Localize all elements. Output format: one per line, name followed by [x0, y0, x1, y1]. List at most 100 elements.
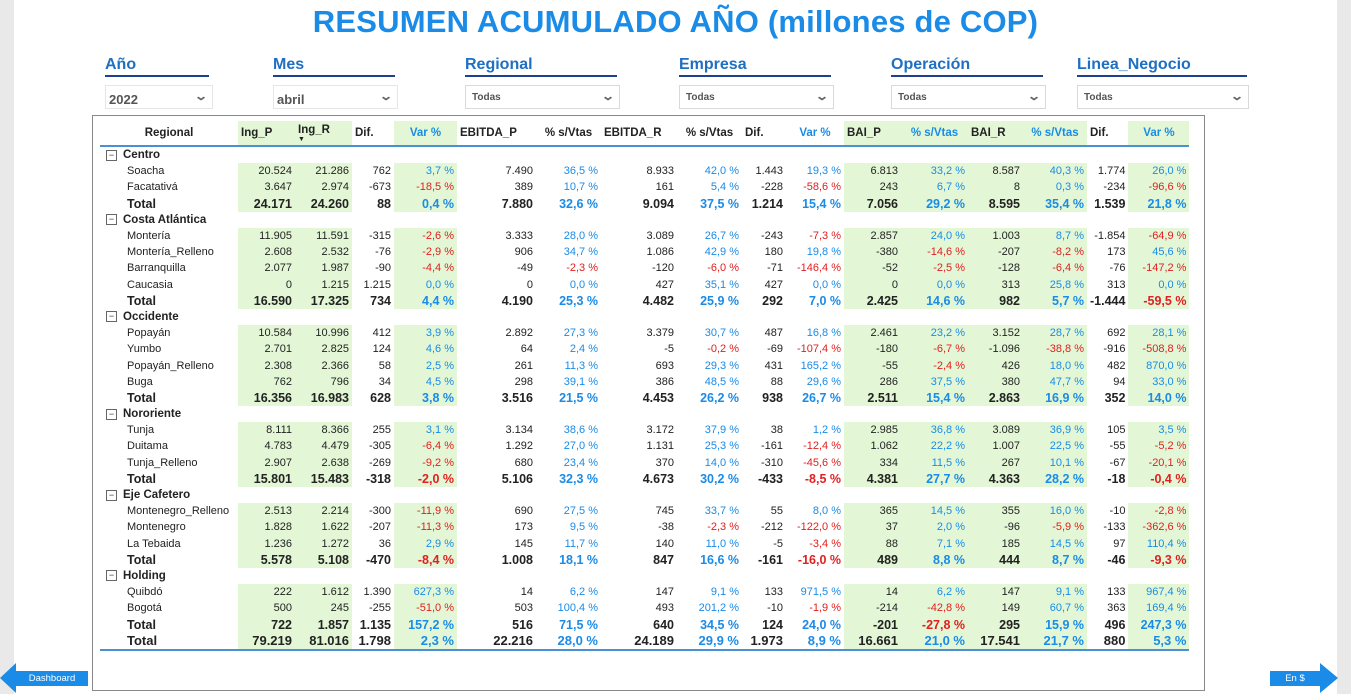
value-cell: 24,0 %	[901, 227, 968, 245]
table-row: Duitama 4.783 4.479 -305 -6,4 % 1.292 27,0 % 1.…	[100, 438, 1190, 455]
value-cell: 26,2 %	[700, 390, 739, 405]
value-cell: 3,9 %	[394, 325, 457, 342]
value-cell: 255	[372, 424, 391, 437]
column-header[interactable]: Ing_R ▼	[295, 121, 352, 147]
value-cell: 36	[378, 537, 391, 550]
value-cell: 295	[968, 616, 1023, 633]
value-cell: 2.308	[238, 357, 295, 374]
empty-cell	[536, 211, 601, 228]
value-cell: -5	[773, 537, 783, 550]
slicer-month-dropdown[interactable]: abril ⌄	[273, 85, 398, 109]
value-cell: 906	[514, 246, 533, 259]
value-cell: 28,0 %	[563, 230, 598, 243]
collapse-icon[interactable]: −	[106, 570, 117, 582]
column-header[interactable]: EBITDA_P	[457, 121, 536, 147]
empty-cell	[352, 486, 394, 504]
value-cell: 6,2 %	[901, 584, 968, 601]
value-cell: 0	[238, 276, 295, 293]
value-cell: -45,6 %	[803, 456, 841, 469]
column-header[interactable]: BAI_R	[968, 121, 1023, 147]
row-label: Duitama	[127, 440, 168, 453]
value-cell: 762	[238, 373, 295, 390]
value-cell: 14	[844, 584, 901, 601]
value-cell: -228	[760, 181, 783, 194]
chevron-down-icon: ⌄	[1026, 89, 1042, 103]
value-cell: -380	[844, 244, 901, 261]
value-cell: 2.985	[844, 422, 901, 439]
value-cell: 2.638	[295, 454, 352, 471]
table-row: Montenegro_Relleno 2.513 2.214 -300 -11,9 % 6…	[100, 503, 1190, 520]
column-header[interactable]: BAI_P	[844, 121, 901, 147]
results-table: Regional Ing_P Ing_R ▼ Dif. Var % EBITDA_P% s/…	[100, 121, 1190, 651]
value-cell: 24,0 %	[802, 617, 841, 632]
subtotal-row: Total 722 1.857 1.135 157,2 % 516 71,5 % 640 34,…	[100, 616, 1190, 633]
table-row: Quibdó 222 1.612 1.390 627,3 % 14 6,2 % 147 9,1 …	[100, 584, 1190, 601]
value-cell: 16,6 %	[700, 552, 739, 567]
dashboard-nav-button[interactable]: Dashboard	[0, 663, 90, 693]
empty-cell	[1023, 211, 1087, 228]
value-cell: 1.774	[1097, 165, 1126, 178]
column-header[interactable]: EBITDA_R	[601, 121, 677, 147]
column-header[interactable]: % s/Vtas	[1023, 121, 1087, 147]
value-cell: 36,8 %	[901, 422, 968, 439]
value-cell: 11,5 %	[901, 454, 968, 471]
slicer-operacion-dropdown[interactable]: Todas ⌄	[891, 85, 1046, 109]
collapse-icon[interactable]: −	[106, 149, 117, 161]
empty-cell	[1023, 146, 1087, 164]
row-label: Soacha	[127, 165, 165, 178]
value-cell: 8.111	[238, 422, 295, 439]
value-cell: 2.974	[295, 179, 352, 196]
value-cell: -64,9 %	[1128, 227, 1190, 245]
value-cell: 292	[762, 293, 783, 308]
value-cell: 363	[1107, 602, 1126, 615]
column-header[interactable]: Dif.	[742, 121, 786, 147]
value-cell: 88	[770, 375, 783, 388]
collapse-icon[interactable]: −	[106, 489, 117, 501]
empty-cell	[238, 567, 295, 585]
en-pesos-nav-button[interactable]: En $	[1270, 663, 1340, 693]
column-header[interactable]: Ing_P	[238, 121, 295, 147]
value-cell: 1.007	[968, 438, 1023, 455]
value-cell: 20.524	[238, 163, 295, 180]
slicer-year-dropdown[interactable]: 2022 ⌄	[105, 85, 213, 109]
column-header[interactable]: Var %	[786, 121, 844, 147]
value-cell: 3,1 %	[394, 422, 457, 439]
column-header[interactable]: Var %	[1128, 121, 1190, 147]
value-cell: 71,5 %	[559, 617, 598, 632]
value-cell: 0,0 %	[394, 276, 457, 293]
slicer-empresa-dropdown[interactable]: Todas ⌄	[679, 85, 834, 109]
value-cell: -2,6 %	[394, 227, 457, 245]
value-cell: 286	[844, 373, 901, 390]
empty-cell	[295, 308, 352, 326]
slicer-regional-dropdown[interactable]: Todas ⌄	[465, 85, 620, 109]
value-cell: 16,0 %	[1023, 503, 1087, 520]
collapse-icon[interactable]: −	[106, 214, 117, 226]
value-cell: -0,4 %	[1128, 470, 1190, 487]
value-cell: -0,2 %	[707, 343, 739, 356]
value-cell: 427	[655, 278, 674, 291]
column-header[interactable]: Dif.	[352, 121, 394, 147]
collapse-icon[interactable]: −	[106, 408, 117, 420]
empty-cell	[352, 567, 394, 585]
value-cell: -96,6 %	[1128, 179, 1190, 196]
column-header[interactable]: Dif.	[1087, 121, 1129, 147]
group-label: Holding	[123, 569, 166, 582]
value-cell: 389	[514, 181, 533, 194]
value-cell: 19,8 %	[806, 246, 841, 259]
slicer-linea-negocio-dropdown[interactable]: Todas ⌄	[1077, 85, 1249, 109]
value-cell: 8.933	[646, 165, 674, 178]
empty-cell	[968, 406, 1023, 423]
empty-cell	[295, 486, 352, 504]
column-header[interactable]: Regional	[100, 121, 238, 147]
value-cell: 693	[655, 359, 674, 372]
value-cell: 173	[514, 521, 533, 534]
value-cell: 16.983	[295, 389, 352, 406]
column-header[interactable]: % s/Vtas	[901, 121, 968, 147]
column-header[interactable]: % s/Vtas	[536, 121, 601, 147]
collapse-icon[interactable]: −	[106, 311, 117, 323]
value-cell: 4,6 %	[394, 341, 457, 358]
value-cell: 2.366	[295, 357, 352, 374]
column-header[interactable]: % s/Vtas	[677, 121, 742, 147]
column-header[interactable]: Var %	[394, 121, 457, 147]
empty-cell	[901, 406, 968, 423]
